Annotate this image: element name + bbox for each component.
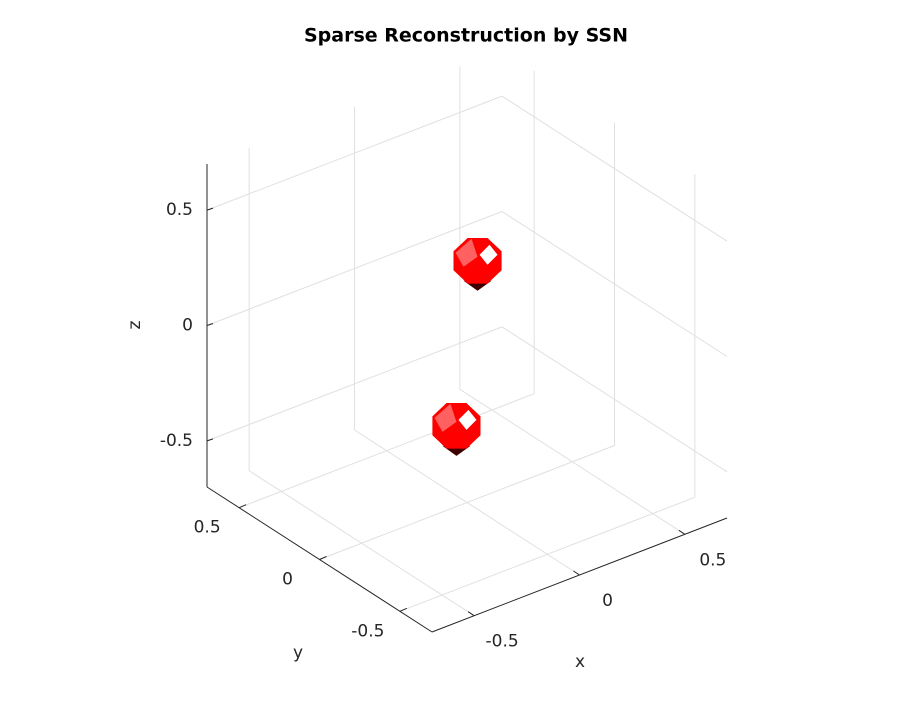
- z-axis-label: z: [125, 320, 145, 329]
- blob-shade: [434, 403, 457, 432]
- y-axis-label: y: [293, 643, 303, 663]
- y-tick: [319, 556, 327, 560]
- x-tick-label: 0: [602, 591, 613, 611]
- blob-highlight: [458, 409, 477, 430]
- y-tick-label: 0: [282, 570, 293, 590]
- grid-line: [501, 211, 728, 357]
- grid-line: [206, 326, 503, 442]
- z-tick: [206, 323, 214, 326]
- grid-line: [399, 496, 696, 612]
- z-tick: [206, 438, 214, 442]
- x-axis-label: x: [575, 652, 585, 672]
- z-tick-label: -0.5: [160, 431, 193, 451]
- y-tick-label: 0.5: [194, 518, 221, 538]
- y-tick-label: -0.5: [351, 621, 384, 641]
- chart-title: Sparse Reconstruction by SSN: [304, 25, 628, 47]
- grid-line: [501, 95, 728, 242]
- x-tick-label: -0.5: [486, 632, 519, 652]
- blob-shade: [455, 238, 478, 267]
- y-tick: [238, 504, 247, 509]
- x-tick: [467, 611, 475, 617]
- grid-line: [319, 445, 615, 560]
- grid-line: [206, 95, 503, 211]
- z-tick-label: 0: [182, 316, 193, 336]
- x-tick: [678, 529, 686, 535]
- y-tick: [399, 607, 408, 612]
- x-tick: [573, 570, 580, 576]
- z-tick: [206, 207, 214, 211]
- grid-line: [501, 326, 728, 473]
- x-tick-label: 0.5: [699, 550, 726, 570]
- grid-line: [238, 393, 535, 509]
- z-tick-label: 0.5: [166, 200, 193, 220]
- grid-line: [206, 211, 503, 326]
- blob-highlight: [479, 244, 498, 265]
